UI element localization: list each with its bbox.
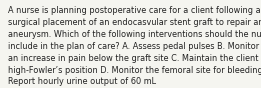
Text: include in the plan of care? A. Assess pedal pulses B. Monitor for: include in the plan of care? A. Assess p… bbox=[8, 42, 261, 51]
Text: aneurysm. Which of the following interventions should the nurse: aneurysm. Which of the following interve… bbox=[8, 30, 261, 39]
Text: surgical placement of an endocasvular stent graft to repair an: surgical placement of an endocasvular st… bbox=[8, 18, 261, 27]
Text: A nurse is planning postoperative care for a client following a: A nurse is planning postoperative care f… bbox=[8, 6, 260, 15]
Text: high-Fowler’s position D. Monitor the femoral site for bleeding E.: high-Fowler’s position D. Monitor the fe… bbox=[8, 66, 261, 75]
Text: an increase in pain below the graft site C. Maintain the client in: an increase in pain below the graft site… bbox=[8, 54, 261, 63]
Text: Report hourly urine output of 60 mL: Report hourly urine output of 60 mL bbox=[8, 77, 156, 86]
